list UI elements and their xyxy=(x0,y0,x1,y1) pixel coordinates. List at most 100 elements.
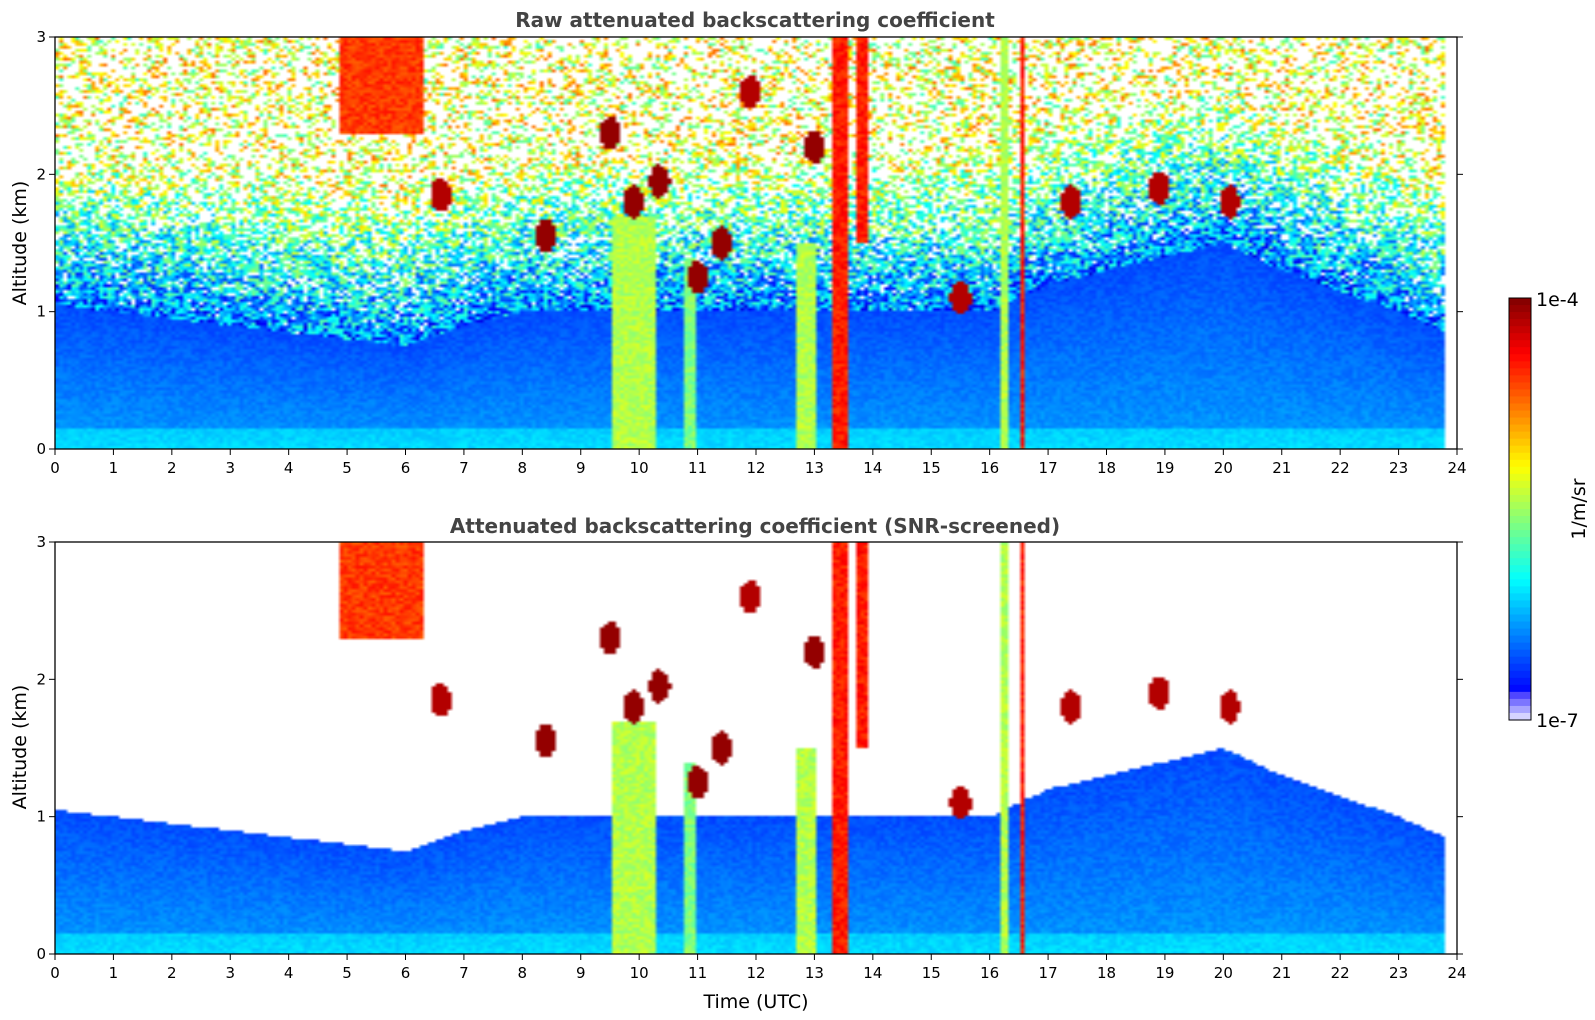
colorbar-step xyxy=(1509,593,1531,602)
y-tick-label: 3 xyxy=(36,533,46,551)
y-tick-label: 0 xyxy=(36,440,46,458)
panel-raw-y-label: Altitude (km) xyxy=(9,181,31,306)
x-tick-label: 6 xyxy=(401,964,411,982)
y-tick-label: 1 xyxy=(36,808,46,826)
x-tick-label: 23 xyxy=(1389,964,1408,982)
x-tick-label: 13 xyxy=(805,459,824,477)
colorbar-step xyxy=(1509,403,1531,412)
x-tick-label: 24 xyxy=(1447,459,1466,477)
colorbar-step xyxy=(1509,516,1531,524)
panel-raw: Raw attenuated backscattering coefficien… xyxy=(9,8,1467,477)
panel-raw-y-axis: 0 1 2 3 xyxy=(36,28,1463,458)
x-tick-label: 20 xyxy=(1214,459,1233,477)
colorbar-max-label: 1e-4 xyxy=(1536,289,1579,311)
colorbar-step xyxy=(1509,663,1531,672)
y-tick-label: 3 xyxy=(36,28,46,46)
colorbar-step xyxy=(1509,558,1531,566)
x-tick-label: 19 xyxy=(1155,964,1174,982)
x-tick-label: 11 xyxy=(688,964,707,982)
colorbar-step xyxy=(1509,501,1531,510)
y-tick-label: 0 xyxy=(36,945,46,963)
colorbar-step xyxy=(1509,459,1531,468)
x-tick-label: 15 xyxy=(922,964,941,982)
colorbar-unit-label: 1/m/sr xyxy=(1568,478,1590,539)
colorbar-step xyxy=(1509,712,1531,721)
x-tick-label: 20 xyxy=(1214,964,1233,982)
colorbar-step xyxy=(1509,340,1531,348)
colorbar-step xyxy=(1509,614,1531,623)
colorbar-step xyxy=(1509,544,1531,552)
x-tick-label: 1 xyxy=(109,964,119,982)
colorbar-step xyxy=(1509,312,1531,320)
x-tick-label: 13 xyxy=(805,964,824,982)
x-tick-label: 14 xyxy=(863,459,882,477)
panel-screened-heatmap xyxy=(55,542,1457,954)
x-tick-label: 21 xyxy=(1272,459,1291,477)
panel-screened-y-label: Altitude (km) xyxy=(9,685,31,810)
colorbar-step xyxy=(1509,354,1531,362)
colorbar-step xyxy=(1509,635,1531,644)
x-tick-label: 4 xyxy=(284,459,294,477)
colorbar-min-label: 1e-7 xyxy=(1536,710,1579,732)
x-tick-label: 8 xyxy=(518,459,528,477)
x-tick-label: 0 xyxy=(50,459,60,477)
x-tick-label: 11 xyxy=(688,459,707,477)
x-tick-label: 3 xyxy=(225,964,235,982)
x-tick-label: 7 xyxy=(459,964,469,982)
panel-screened-x-label: Time (UTC) xyxy=(702,991,808,1013)
panel-screened: Attenuated backscattering coefficient (S… xyxy=(9,514,1467,1013)
colorbar-step xyxy=(1509,523,1531,531)
x-tick-label: 12 xyxy=(746,459,765,477)
colorbar-step xyxy=(1509,438,1531,447)
panel-screened-x-axis: 0 1 2 3 4 5 6 7 8 9 10 11 12 13 14 15 16 17 18 19 20 21 22 23 24 xyxy=(50,954,1467,982)
colorbar-step xyxy=(1509,579,1531,587)
colorbar-step xyxy=(1509,361,1531,369)
colorbar-step xyxy=(1509,530,1531,538)
x-tick-label: 9 xyxy=(576,459,586,477)
x-tick-label: 5 xyxy=(342,459,352,477)
colorbar-frame xyxy=(1508,297,1532,721)
x-tick-label: 17 xyxy=(1039,459,1058,477)
colorbar-gradient xyxy=(1509,298,1531,721)
colorbar-step xyxy=(1509,431,1531,440)
x-tick-label: 3 xyxy=(225,459,235,477)
colorbar-step xyxy=(1509,649,1531,658)
colorbar-step xyxy=(1509,396,1531,405)
colorbar-step xyxy=(1509,705,1531,714)
colorbar-step xyxy=(1509,698,1531,707)
colorbar-step xyxy=(1509,670,1531,679)
x-tick-label: 2 xyxy=(167,964,177,982)
colorbar-step xyxy=(1509,586,1531,594)
x-tick-label: 24 xyxy=(1447,964,1466,982)
x-tick-label: 23 xyxy=(1389,459,1408,477)
x-tick-label: 16 xyxy=(980,964,999,982)
colorbar-step xyxy=(1509,466,1531,475)
x-tick-label: 16 xyxy=(980,459,999,477)
colorbar-step xyxy=(1509,375,1531,383)
x-tick-label: 10 xyxy=(630,964,649,982)
x-tick-label: 18 xyxy=(1097,459,1116,477)
y-tick-label: 2 xyxy=(36,670,46,688)
colorbar: 1e-4 1e-7 1/m/sr xyxy=(1508,289,1590,732)
y-tick-label: 2 xyxy=(36,165,46,183)
x-tick-label: 10 xyxy=(630,459,649,477)
colorbar-step xyxy=(1509,410,1531,419)
colorbar-step xyxy=(1509,389,1531,398)
x-tick-label: 14 xyxy=(863,964,882,982)
x-tick-label: 8 xyxy=(518,964,528,982)
colorbar-step xyxy=(1509,368,1531,376)
x-tick-label: 19 xyxy=(1155,459,1174,477)
colorbar-step xyxy=(1509,424,1531,433)
colorbar-step xyxy=(1509,691,1531,700)
panel-screened-y-axis: 0 1 2 3 xyxy=(36,533,1463,963)
colorbar-step xyxy=(1509,445,1531,454)
colorbar-step xyxy=(1509,572,1531,580)
x-tick-label: 7 xyxy=(459,459,469,477)
colorbar-step xyxy=(1509,551,1531,559)
colorbar-step xyxy=(1509,607,1531,616)
colorbar-step xyxy=(1509,677,1531,686)
panel-raw-x-axis: 0 1 2 3 4 5 6 7 8 9 10 11 12 13 14 15 16 17 18 19 20 21 22 23 24 xyxy=(50,449,1467,477)
x-tick-label: 0 xyxy=(50,964,60,982)
colorbar-step xyxy=(1509,298,1531,306)
